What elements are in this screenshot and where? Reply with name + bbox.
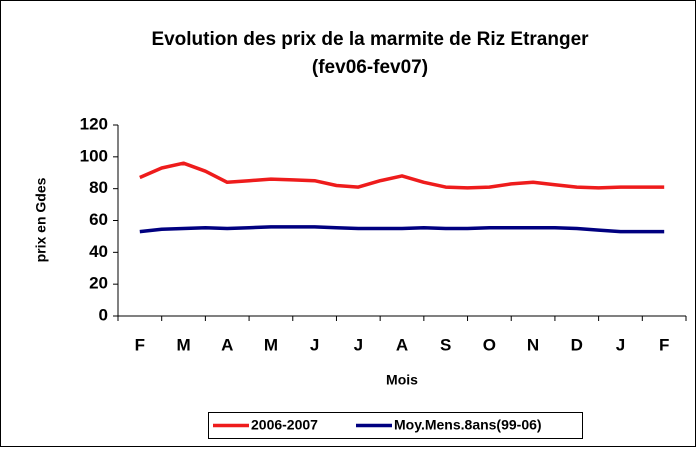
x-tick-label: N	[527, 335, 539, 354]
x-tick-label: J	[354, 335, 363, 354]
y-tick-label: 100	[80, 146, 108, 165]
x-tick-label: J	[616, 335, 625, 354]
y-tick-label: 120	[80, 114, 108, 133]
y-tick-label: 80	[89, 178, 108, 197]
x-tick-label: O	[483, 335, 496, 354]
chart-title: Evolution des prix de la marmite de Riz …	[151, 29, 589, 50]
chart-subtitle: (fev06-fev07)	[312, 57, 428, 78]
legend	[208, 412, 583, 439]
y-tick-label: 20	[89, 274, 108, 293]
x-tick-label: J	[310, 335, 319, 354]
x-tick-label: S	[440, 335, 451, 354]
line-series	[139, 225, 665, 234]
x-tick-label: F	[135, 335, 145, 354]
x-tick-label: A	[221, 335, 233, 354]
legend-label: 2006-2007	[251, 417, 318, 433]
x-tick-label: D	[571, 335, 583, 354]
x-tick-label: A	[396, 335, 408, 354]
x-tick-label: M	[264, 335, 278, 354]
y-tick-label: 40	[89, 242, 108, 261]
x-axis-title: Mois	[386, 372, 418, 388]
y-tick-label: 60	[89, 210, 108, 229]
x-tick-label: F	[659, 335, 669, 354]
y-axis-title: prix en Gdes	[33, 177, 49, 262]
line-series	[139, 161, 665, 190]
legend-label: Moy.Mens.8ans(99-06)	[394, 417, 542, 433]
x-tick-label: M	[176, 335, 190, 354]
y-tick-label: 0	[99, 305, 108, 324]
